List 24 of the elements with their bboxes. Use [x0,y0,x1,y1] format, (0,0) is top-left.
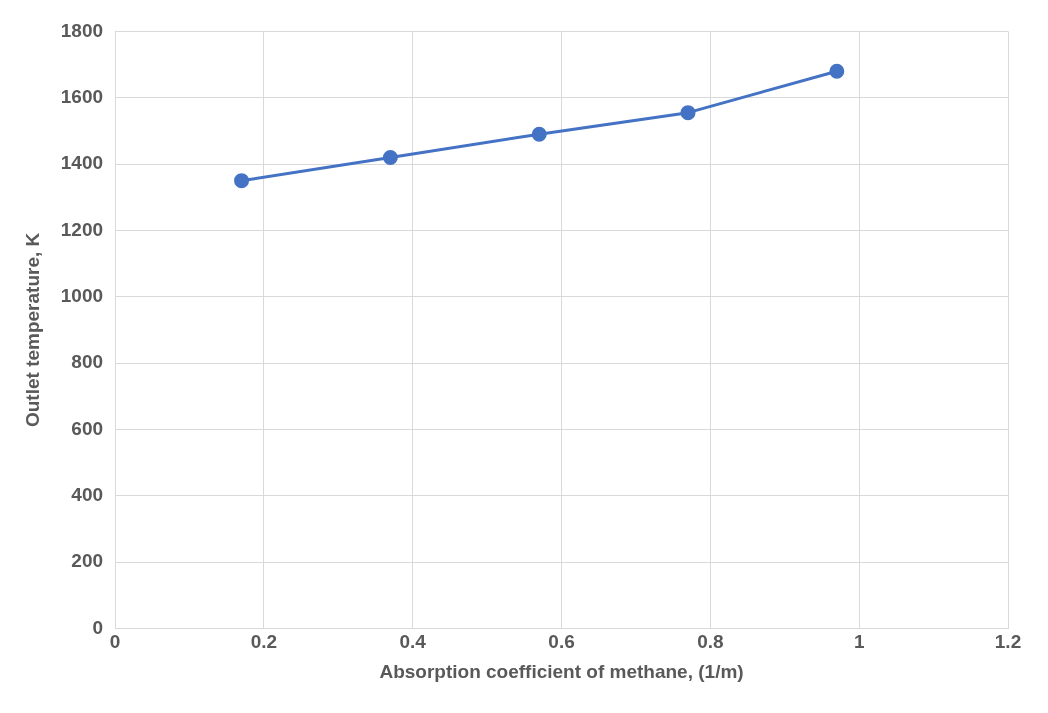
x-axis-title: Absorption coefficient of methane, (1/m) [379,660,744,682]
y-tick-label: 1400 [60,152,104,174]
x-tick-label: 1.2 [994,631,1022,653]
y-tick-label: 1600 [60,85,104,107]
y-tick-label: 400 [71,483,104,505]
point [531,126,547,142]
y-tick-label: 800 [71,351,104,373]
x-tick-label: 1 [853,631,865,653]
y-tick-label: 1200 [60,218,104,240]
x-tick-label: 0.2 [250,631,278,653]
x-tick-label: 0 [109,631,121,653]
point [829,63,845,79]
x-tick-label: 0.4 [399,631,427,653]
point [234,173,250,189]
point [680,105,696,121]
y-tick-label: 200 [71,550,104,572]
point [382,149,398,165]
y-tick-label: 0 [92,616,104,638]
x-tick-label: 0.8 [697,631,724,653]
y-tick-label: 1000 [60,284,104,306]
y-axis-title: Outlet temperature, K [21,232,43,428]
x-tick-label: 0.6 [548,631,575,653]
y-tick-label: 1800 [60,19,104,41]
y-tick-label: 600 [71,417,104,439]
